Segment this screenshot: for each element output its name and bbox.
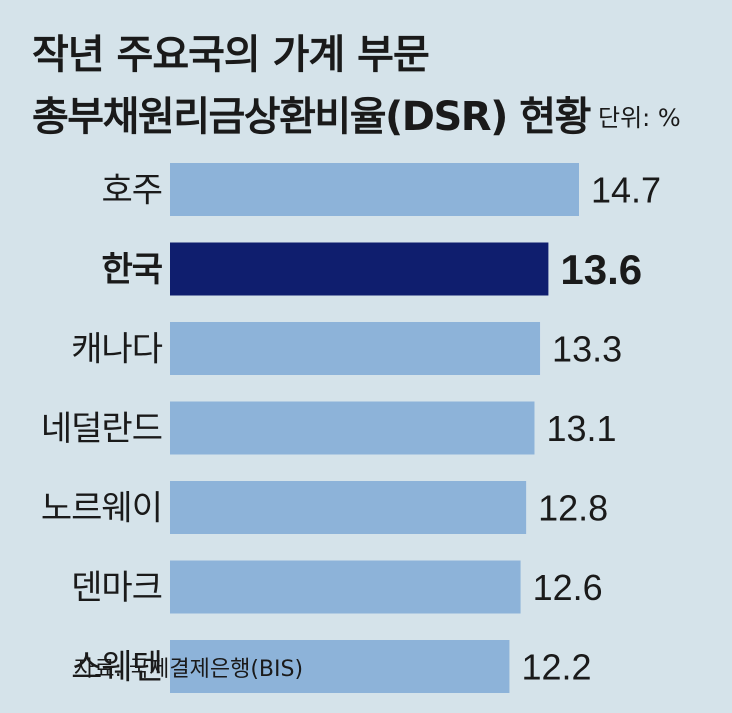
bar-5 bbox=[170, 560, 521, 614]
value-label-3: 13.1 bbox=[546, 408, 616, 449]
category-label-4: 노르웨이 bbox=[41, 489, 162, 529]
bar-1 bbox=[170, 242, 549, 296]
category-label-3: 네덜란드 bbox=[41, 409, 162, 449]
value-label-4: 12.8 bbox=[538, 488, 608, 529]
value-label-6: 12.2 bbox=[521, 647, 591, 688]
bar-0 bbox=[170, 163, 579, 216]
category-label-6: 스웨덴 bbox=[71, 648, 162, 688]
bar-4 bbox=[170, 481, 527, 534]
chart-title-line2: 총부채원리금상환비율(DSR) 현황 bbox=[32, 94, 591, 140]
value-label-2: 13.3 bbox=[552, 329, 622, 370]
category-label-0: 호주 bbox=[101, 171, 162, 211]
category-label-5: 덴마크 bbox=[71, 568, 162, 608]
bar-2 bbox=[170, 322, 541, 375]
category-label-2: 캐나다 bbox=[71, 330, 163, 370]
source-note: 자료: 국제결제은행(BIS) bbox=[74, 657, 304, 682]
bar-3 bbox=[170, 401, 535, 455]
value-label-5: 12.6 bbox=[533, 567, 603, 608]
bar-6 bbox=[170, 640, 510, 693]
unit-label: 단위: % bbox=[598, 104, 681, 132]
chart-title-line1: 작년 주요국의 가계 부문 bbox=[32, 32, 430, 78]
value-label-0: 14.7 bbox=[591, 170, 661, 211]
category-label-1: 한국 bbox=[101, 250, 162, 290]
value-label-1: 13.6 bbox=[560, 246, 642, 293]
